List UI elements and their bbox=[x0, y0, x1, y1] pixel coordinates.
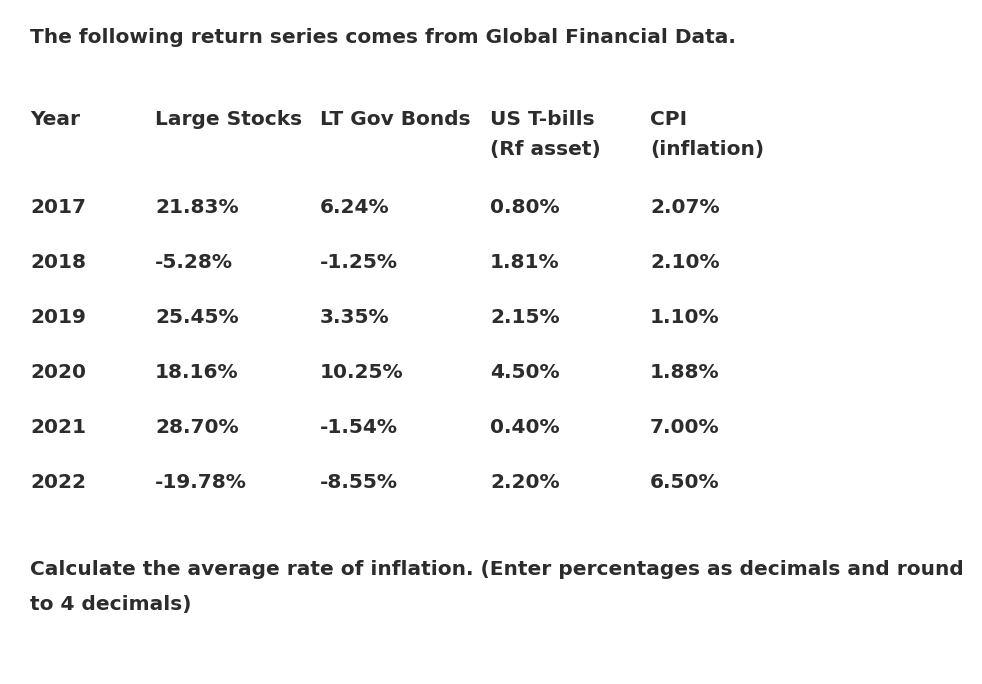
Text: 2.15%: 2.15% bbox=[490, 308, 560, 327]
Text: 1.88%: 1.88% bbox=[650, 363, 720, 382]
Text: The following return series comes from Global Financial Data.: The following return series comes from G… bbox=[30, 28, 736, 47]
Text: US T-bills: US T-bills bbox=[490, 110, 595, 129]
Text: -5.28%: -5.28% bbox=[155, 253, 233, 272]
Text: 28.70%: 28.70% bbox=[155, 418, 239, 437]
Text: 1.10%: 1.10% bbox=[650, 308, 720, 327]
Text: 0.80%: 0.80% bbox=[490, 198, 560, 217]
Text: 3.35%: 3.35% bbox=[320, 308, 390, 327]
Text: Large Stocks: Large Stocks bbox=[155, 110, 302, 129]
Text: 6.24%: 6.24% bbox=[320, 198, 390, 217]
Text: 18.16%: 18.16% bbox=[155, 363, 239, 382]
Text: Calculate the average rate of inflation. (Enter percentages as decimals and roun: Calculate the average rate of inflation.… bbox=[30, 560, 963, 579]
Text: 2022: 2022 bbox=[30, 473, 86, 492]
Text: 4.50%: 4.50% bbox=[490, 363, 560, 382]
Text: 1.81%: 1.81% bbox=[490, 253, 560, 272]
Text: CPI: CPI bbox=[650, 110, 687, 129]
Text: 2021: 2021 bbox=[30, 418, 86, 437]
Text: -19.78%: -19.78% bbox=[155, 473, 246, 492]
Text: 6.50%: 6.50% bbox=[650, 473, 720, 492]
Text: 2.10%: 2.10% bbox=[650, 253, 720, 272]
Text: 2.20%: 2.20% bbox=[490, 473, 560, 492]
Text: 2.07%: 2.07% bbox=[650, 198, 720, 217]
Text: -1.25%: -1.25% bbox=[320, 253, 398, 272]
Text: -1.54%: -1.54% bbox=[320, 418, 398, 437]
Text: 21.83%: 21.83% bbox=[155, 198, 239, 217]
Text: LT Gov Bonds: LT Gov Bonds bbox=[320, 110, 470, 129]
Text: to 4 decimals): to 4 decimals) bbox=[30, 595, 191, 614]
Text: 2017: 2017 bbox=[30, 198, 86, 217]
Text: 2020: 2020 bbox=[30, 363, 86, 382]
Text: -8.55%: -8.55% bbox=[320, 473, 398, 492]
Text: 2018: 2018 bbox=[30, 253, 86, 272]
Text: 10.25%: 10.25% bbox=[320, 363, 404, 382]
Text: Year: Year bbox=[30, 110, 80, 129]
Text: 2019: 2019 bbox=[30, 308, 85, 327]
Text: (Rf asset): (Rf asset) bbox=[490, 140, 601, 159]
Text: 0.40%: 0.40% bbox=[490, 418, 560, 437]
Text: (inflation): (inflation) bbox=[650, 140, 764, 159]
Text: 7.00%: 7.00% bbox=[650, 418, 720, 437]
Text: 25.45%: 25.45% bbox=[155, 308, 239, 327]
